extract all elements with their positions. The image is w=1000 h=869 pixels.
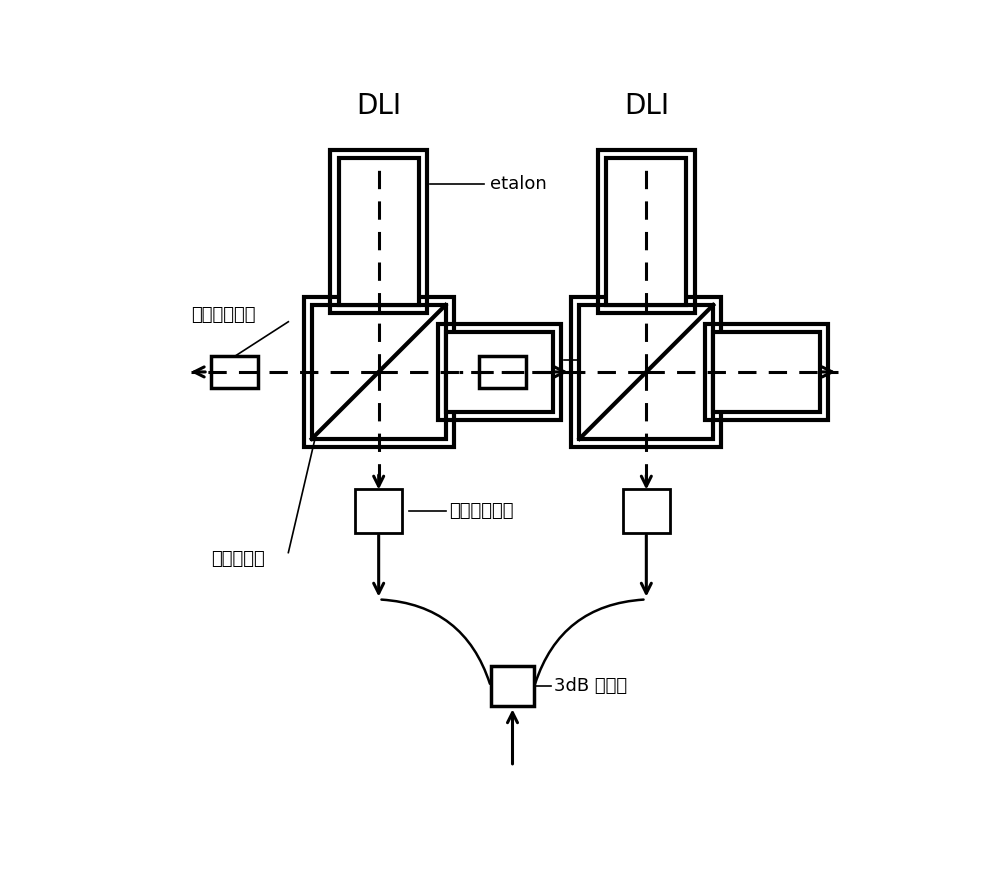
Bar xyxy=(312,305,446,439)
Bar xyxy=(606,158,686,305)
Text: 光束分束器: 光束分束器 xyxy=(211,550,265,568)
Text: DLI: DLI xyxy=(356,91,401,120)
Bar xyxy=(355,489,402,533)
Bar xyxy=(339,158,419,305)
Bar xyxy=(579,305,713,439)
Bar xyxy=(598,149,695,313)
Text: etalon: etalon xyxy=(604,351,661,368)
Text: 单光纤准直器: 单光纤准直器 xyxy=(191,306,256,324)
Text: 双光纤准直器: 双光纤准直器 xyxy=(449,501,513,520)
Bar xyxy=(705,324,828,420)
Text: DLI: DLI xyxy=(624,91,669,120)
Bar xyxy=(623,489,670,533)
Bar xyxy=(304,297,454,447)
Bar xyxy=(438,324,561,420)
Bar xyxy=(713,332,820,412)
Bar xyxy=(330,149,427,313)
Text: 3dB 耦合器: 3dB 耦合器 xyxy=(554,678,627,695)
Bar xyxy=(571,297,721,447)
Text: etalon: etalon xyxy=(490,176,547,193)
Bar xyxy=(211,356,258,388)
Bar xyxy=(479,356,526,388)
Bar xyxy=(446,332,553,412)
Bar xyxy=(491,667,534,706)
